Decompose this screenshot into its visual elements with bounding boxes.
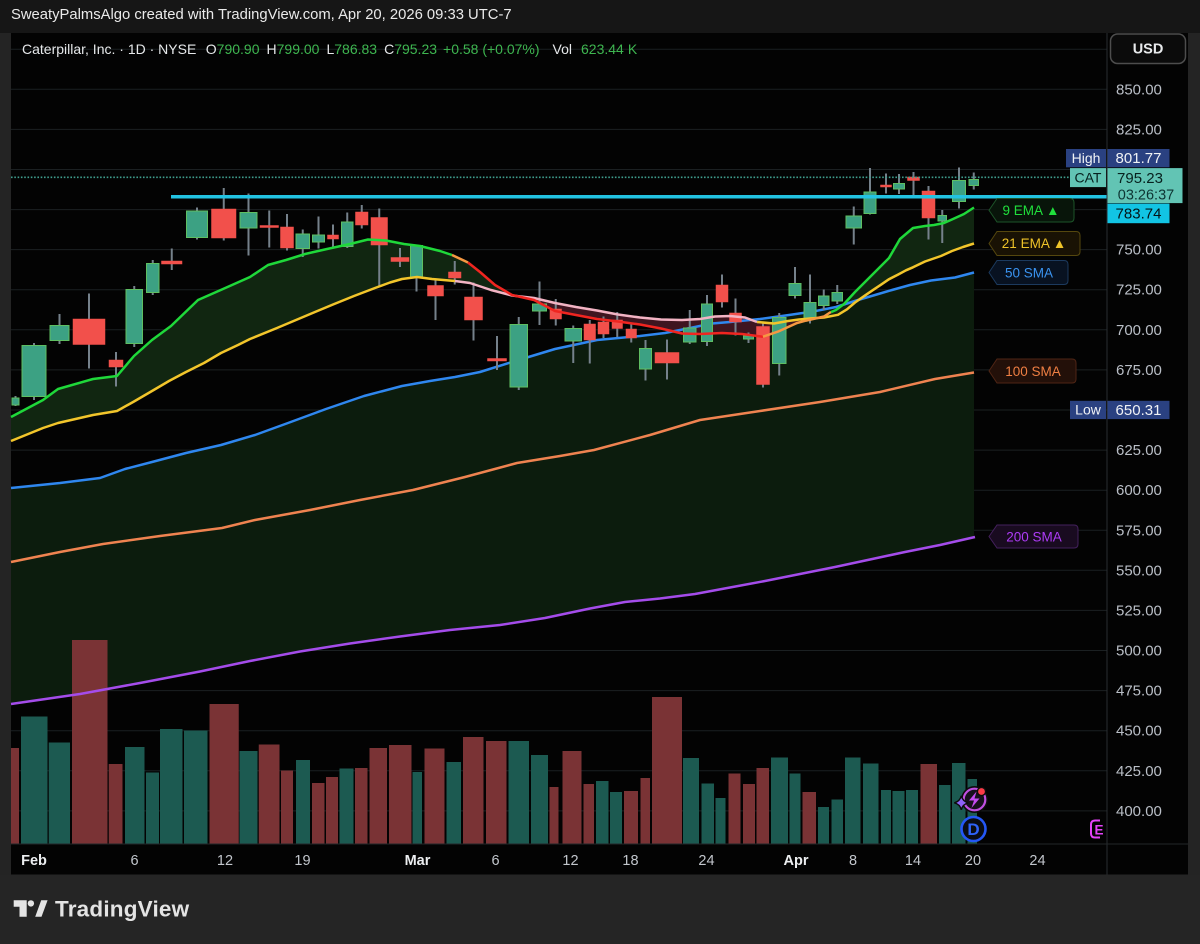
svg-text:600.00: 600.00 — [1116, 482, 1162, 499]
svg-text:12: 12 — [217, 853, 233, 869]
svg-text:825.00: 825.00 — [1116, 121, 1162, 138]
svg-text:18: 18 — [622, 853, 638, 869]
svg-text:550.00: 550.00 — [1116, 562, 1162, 579]
svg-text:12: 12 — [562, 853, 578, 869]
svg-text:9 EMA ▲: 9 EMA ▲ — [1003, 203, 1060, 218]
svg-text:21 EMA ▲: 21 EMA ▲ — [1002, 236, 1066, 251]
svg-text:Feb: Feb — [21, 853, 47, 869]
svg-text:50 SMA: 50 SMA — [1005, 266, 1053, 281]
svg-text:425.00: 425.00 — [1116, 763, 1162, 780]
svg-text:100 SMA: 100 SMA — [1005, 364, 1061, 379]
svg-text:450.00: 450.00 — [1116, 723, 1162, 740]
svg-text:783.74: 783.74 — [1116, 206, 1162, 223]
svg-text:675.00: 675.00 — [1116, 362, 1162, 379]
svg-text:19: 19 — [294, 853, 310, 869]
svg-text:6: 6 — [130, 853, 138, 869]
svg-text:Low: Low — [1075, 402, 1102, 418]
svg-text:6: 6 — [491, 853, 499, 869]
svg-text:500.00: 500.00 — [1116, 643, 1162, 660]
svg-text:14: 14 — [905, 853, 921, 869]
svg-text:24: 24 — [1029, 853, 1045, 869]
svg-text:700.00: 700.00 — [1116, 322, 1162, 339]
svg-text:850.00: 850.00 — [1116, 81, 1162, 98]
svg-text:400.00: 400.00 — [1116, 803, 1162, 820]
svg-text:20: 20 — [965, 853, 981, 869]
svg-text:200 SMA: 200 SMA — [1006, 530, 1062, 545]
svg-text:03:26:37: 03:26:37 — [1118, 187, 1174, 203]
svg-text:795.23: 795.23 — [1117, 170, 1163, 187]
svg-text:TradingView: TradingView — [55, 897, 190, 922]
svg-text:CAT: CAT — [1075, 170, 1102, 186]
svg-text:750.00: 750.00 — [1116, 242, 1162, 259]
svg-text:801.77: 801.77 — [1116, 150, 1162, 167]
svg-text:Apr: Apr — [784, 853, 809, 869]
svg-text:24: 24 — [698, 853, 714, 869]
svg-text:8: 8 — [849, 853, 857, 869]
svg-text:625.00: 625.00 — [1116, 442, 1162, 459]
svg-text:High: High — [1072, 150, 1101, 166]
svg-text:Mar: Mar — [405, 853, 431, 869]
svg-text:D: D — [967, 820, 979, 839]
svg-text:650.31: 650.31 — [1116, 402, 1162, 419]
svg-text:E: E — [1094, 823, 1103, 838]
svg-text:525.00: 525.00 — [1116, 602, 1162, 619]
svg-text:575.00: 575.00 — [1116, 522, 1162, 539]
svg-text:USD: USD — [1133, 42, 1164, 58]
svg-text:725.00: 725.00 — [1116, 282, 1162, 299]
svg-text:475.00: 475.00 — [1116, 683, 1162, 700]
